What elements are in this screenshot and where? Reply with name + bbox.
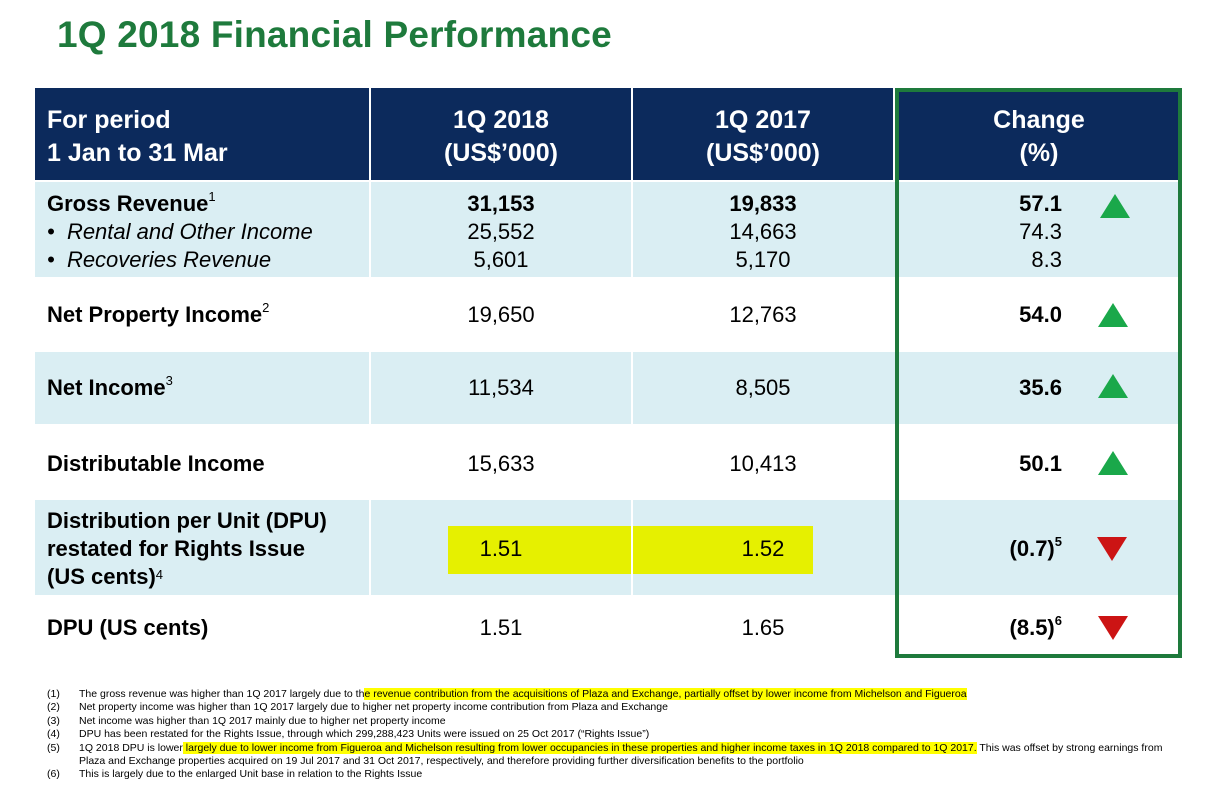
footnote: (5) 1Q 2018 DPU is lower largely due to …	[47, 741, 1163, 768]
table-row: Gross Revenue1 • Rental and Other Income…	[35, 182, 1182, 277]
row-label-net-income: Net Income3	[47, 373, 173, 400]
header-change: Change (%)	[896, 88, 1182, 180]
row-label-distributable: Distributable Income	[47, 451, 265, 476]
header-1q2018: 1Q 2018 (US$’000)	[371, 88, 631, 180]
header-change-line2: (%)	[1019, 139, 1059, 167]
down-arrow-icon	[1098, 616, 1128, 640]
value-1q2017: 12,763	[729, 302, 797, 327]
row-label-dpu: DPU (US cents)	[47, 615, 209, 640]
footnote-ref: 5	[1054, 534, 1062, 549]
table-row: Net Income3 11,534 8,505 35.6	[35, 352, 1182, 424]
value-change: (0.7)5	[1009, 534, 1062, 561]
header-1q2018-line2: (US$’000)	[444, 139, 558, 167]
table-row: Distributable Income 15,633 10,413 50.1	[35, 426, 1182, 498]
up-arrow-icon	[1100, 194, 1130, 218]
value-1q2017: 5,170	[735, 247, 791, 272]
value-highlight	[448, 526, 813, 574]
row-label-dpu-restated: Distribution per Unit (DPU) restated for…	[47, 508, 327, 589]
page-title: 1Q 2018 Financial Performance	[57, 14, 612, 55]
value-change: 50.1	[1019, 451, 1062, 476]
header-period-line2: 1 Jan to 31 Mar	[47, 139, 228, 167]
footnote: (6) This is largely due to the enlarged …	[47, 768, 423, 781]
table-row: Distribution per Unit (DPU) restated for…	[35, 500, 1182, 595]
header-1q2017: 1Q 2017 (US$’000)	[633, 88, 893, 180]
value-change: 57.1	[1019, 191, 1062, 216]
row-label-npi: Net Property Income2	[47, 300, 270, 327]
value-change: 54.0	[1019, 302, 1062, 327]
footnotes: (1) The gross revenue was higher than 1Q…	[47, 688, 1179, 782]
header-1q2018-line1: 1Q 2018	[453, 106, 549, 134]
value-1q2017: 14,663	[729, 219, 797, 244]
header-change-line1: Change	[993, 106, 1085, 134]
footnote: (3) Net income was higher than 1Q 2017 m…	[47, 714, 446, 727]
row-label-gross-revenue: Gross Revenue1	[47, 189, 216, 216]
footnote-highlight: largely due to lower income from Figuero…	[182, 741, 977, 754]
value-1q2018: 15,633	[467, 451, 535, 476]
footnote: (1) The gross revenue was higher than 1Q…	[47, 688, 967, 700]
value-1q2017: 1.52	[741, 536, 785, 561]
value-1q2017: 8,505	[735, 375, 791, 400]
value-change: 74.3	[1019, 219, 1062, 244]
value-1q2017: 19,833	[729, 191, 797, 216]
value-1q2018: 1.51	[479, 615, 523, 640]
table-row: DPU (US cents) 1.51 1.65 (8.5)6	[35, 597, 1182, 657]
footnote-ref: 3	[165, 373, 173, 388]
value-1q2017: 1.65	[741, 615, 785, 640]
row-label-rental: • Rental and Other Income	[47, 219, 313, 244]
value-1q2018: 11,534	[468, 375, 534, 400]
header-1q2017-line2: (US$’000)	[706, 139, 820, 167]
footnote: (2) Net property income was higher than …	[47, 701, 668, 714]
up-arrow-icon	[1098, 303, 1128, 327]
value-change: (8.5)6	[1009, 613, 1062, 640]
footnote-ref: 4	[155, 567, 164, 582]
column-divider	[369, 352, 371, 424]
value-1q2018: 19,650	[467, 302, 535, 327]
value-change: 8.3	[1031, 247, 1062, 272]
value-change: 35.6	[1019, 375, 1062, 400]
value-1q2017: 10,413	[729, 451, 797, 476]
value-1q2018: 1.51	[479, 536, 523, 561]
column-divider	[631, 500, 633, 595]
header-period: For period 1 Jan to 31 Mar	[35, 88, 369, 180]
footnote-highlight: e revenue contribution from the acquisit…	[364, 688, 967, 700]
value-1q2018: 31,153	[467, 191, 535, 216]
footnote-ref: 6	[1054, 613, 1062, 628]
up-arrow-icon	[1098, 374, 1128, 398]
value-1q2018: 5,601	[473, 247, 529, 272]
header-1q2017-line1: 1Q 2017	[715, 106, 811, 134]
column-divider	[369, 500, 371, 595]
column-divider	[631, 352, 633, 424]
value-1q2018: 25,552	[467, 219, 535, 244]
footnote-ref: 2	[262, 300, 270, 315]
row-label-recoveries: • Recoveries Revenue	[47, 247, 272, 272]
footnote: (4) DPU has been restated for the Rights…	[47, 728, 650, 741]
up-arrow-icon	[1098, 451, 1128, 475]
table-row: Net Property Income2 19,650 12,763 54.0	[35, 279, 1182, 350]
down-arrow-icon	[1097, 537, 1127, 561]
column-divider	[369, 182, 371, 277]
column-divider	[631, 182, 633, 277]
footnote-ref: 1	[208, 189, 216, 204]
header-period-line1: For period	[47, 106, 171, 134]
